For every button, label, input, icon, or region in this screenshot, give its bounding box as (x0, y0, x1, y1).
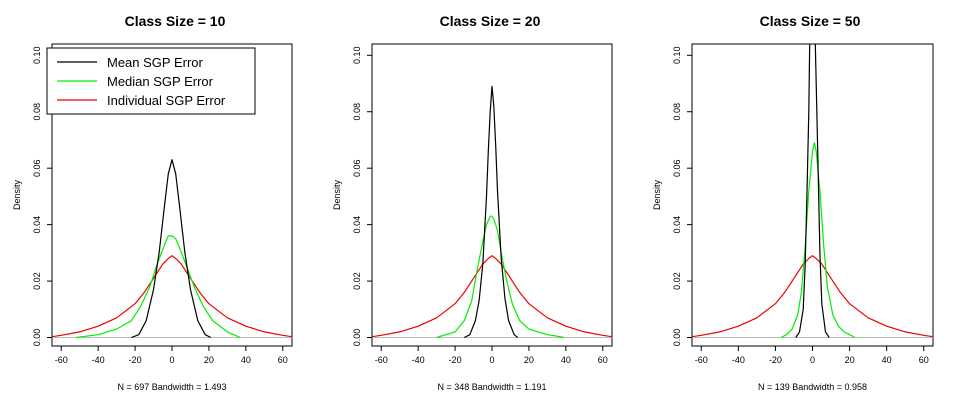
legend-entry: Individual SGP Error (107, 93, 226, 108)
y-tick-label: 0.06 (32, 159, 42, 177)
chart-title: Class Size = 10 (125, 13, 226, 29)
series-line-median-sgp-error (780, 142, 856, 339)
x-tick-label: -20 (449, 355, 462, 365)
x-tick-label: 20 (204, 355, 214, 365)
x-tick-label: -60 (375, 355, 388, 365)
chart-panel-2: Class Size = 20 -60 -40 -20 0 20 40 60 0.00 0.02 0… (332, 13, 613, 392)
y-tick-label: 0.08 (672, 103, 682, 121)
y-tick-label: 0.00 (32, 329, 42, 347)
x-axis-label: N = 139 Bandwidth = 0.958 (758, 382, 867, 392)
y-tick-label: 0.08 (352, 103, 362, 121)
x-tick-label: 20 (845, 355, 855, 365)
y-tick-label: 0.06 (672, 159, 682, 177)
chart-panel-3: Class Size = 50 -60 -40 -20 0 20 40 60 0.00 0.02 0… (652, 13, 934, 392)
x-tick-label: 60 (598, 355, 608, 365)
legend: Mean SGP Error Median SGP Error Individual… (46, 47, 256, 115)
series-line-individual-sgp-error (52, 255, 292, 338)
legend-entry: Median SGP Error (107, 74, 214, 89)
x-tick-label: 60 (919, 355, 929, 365)
x-tick-label: 40 (561, 355, 571, 365)
y-tick-label: 0.08 (32, 103, 42, 121)
series-line-median-sgp-error (436, 215, 565, 339)
y-tick-label: 0.04 (352, 216, 362, 234)
x-tick-label: -40 (412, 355, 425, 365)
y-tick-label: 0.10 (672, 47, 682, 65)
x-tick-label: -20 (129, 355, 142, 365)
x-tick-label: 0 (810, 355, 815, 365)
y-tick-label: 0.10 (352, 47, 362, 65)
series-line-mean-sgp-error (131, 159, 212, 339)
chart-title: Class Size = 20 (440, 13, 541, 29)
x-tick-label: 20 (524, 355, 534, 365)
x-tick-label: -60 (55, 355, 68, 365)
x-tick-label: -40 (92, 355, 105, 365)
y-tick-label: 0.02 (352, 272, 362, 290)
y-axis-label: Density (332, 179, 342, 210)
series-line-mean-sgp-error (464, 85, 519, 339)
series-line-median-sgp-error (75, 235, 241, 339)
y-tick-label: 0.04 (672, 216, 682, 234)
series-line-mean-sgp-error (795, 44, 830, 338)
x-tick-label: 40 (882, 355, 892, 365)
plot-frame (691, 43, 934, 347)
x-axis-label: N = 697 Bandwidth = 1.493 (117, 382, 226, 392)
x-tick-label: 60 (278, 355, 288, 365)
chart-panel-1: Class Size = 10 -60 -40 -20 0 20 40 60 0.00 0.02 0… (12, 13, 293, 392)
x-tick-label: 40 (241, 355, 251, 365)
series-line-individual-sgp-error (692, 255, 933, 338)
y-tick-label: 0.00 (352, 329, 362, 347)
legend-entry: Mean SGP Error (107, 55, 204, 70)
y-axis-label: Density (652, 179, 662, 210)
y-tick-label: 0.02 (32, 272, 42, 290)
x-tick-label: -40 (732, 355, 745, 365)
x-tick-label: 0 (489, 355, 494, 365)
series-line-individual-sgp-error (372, 255, 612, 338)
x-tick-label: 0 (169, 355, 174, 365)
y-tick-label: 0.00 (672, 329, 682, 347)
chart-title: Class Size = 50 (760, 13, 861, 29)
y-tick-label: 0.06 (352, 159, 362, 177)
y-axis-label: Density (12, 179, 22, 210)
x-axis-label: N = 348 Bandwidth = 1.191 (437, 382, 546, 392)
y-tick-label: 0.10 (32, 47, 42, 65)
x-tick-label: -20 (769, 355, 782, 365)
y-tick-label: 0.04 (32, 216, 42, 234)
x-tick-label: -60 (695, 355, 708, 365)
y-tick-label: 0.02 (672, 272, 682, 290)
